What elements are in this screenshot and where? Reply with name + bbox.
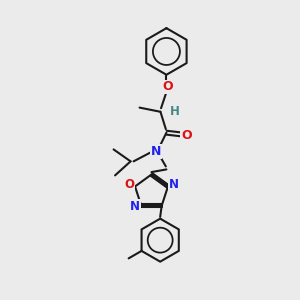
Text: O: O [124, 178, 134, 191]
Text: N: N [151, 145, 161, 158]
Text: N: N [169, 178, 179, 191]
Text: N: N [130, 200, 140, 213]
Text: O: O [181, 129, 192, 142]
Text: H: H [170, 105, 180, 118]
Text: O: O [163, 80, 173, 93]
